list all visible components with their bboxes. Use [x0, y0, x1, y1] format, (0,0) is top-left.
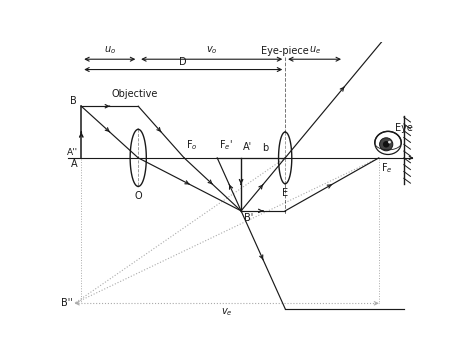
Text: F$_e$': F$_e$' — [219, 138, 233, 152]
Text: O: O — [135, 191, 142, 201]
Ellipse shape — [380, 138, 393, 151]
Text: D: D — [180, 57, 187, 67]
Text: A': A' — [243, 142, 253, 152]
Text: F$_e$: F$_e$ — [382, 161, 393, 175]
Ellipse shape — [388, 141, 391, 143]
Text: $v_o$: $v_o$ — [206, 45, 218, 56]
Text: A: A — [71, 159, 78, 169]
Ellipse shape — [375, 131, 401, 155]
Text: E: E — [282, 188, 288, 198]
Text: Objective: Objective — [111, 89, 158, 100]
Text: B': B' — [244, 213, 253, 223]
Text: Eye-piece: Eye-piece — [261, 47, 309, 56]
Text: $v_e$: $v_e$ — [221, 306, 233, 318]
Text: B: B — [70, 96, 77, 106]
Text: b: b — [262, 143, 268, 153]
Ellipse shape — [383, 141, 390, 148]
Text: B'': B'' — [61, 298, 73, 308]
Text: F$_o$: F$_o$ — [186, 138, 198, 152]
Text: Eye: Eye — [395, 122, 412, 133]
Text: $u_e$: $u_e$ — [309, 45, 320, 56]
Text: $u_o$: $u_o$ — [104, 45, 116, 56]
Text: A'': A'' — [67, 148, 78, 157]
